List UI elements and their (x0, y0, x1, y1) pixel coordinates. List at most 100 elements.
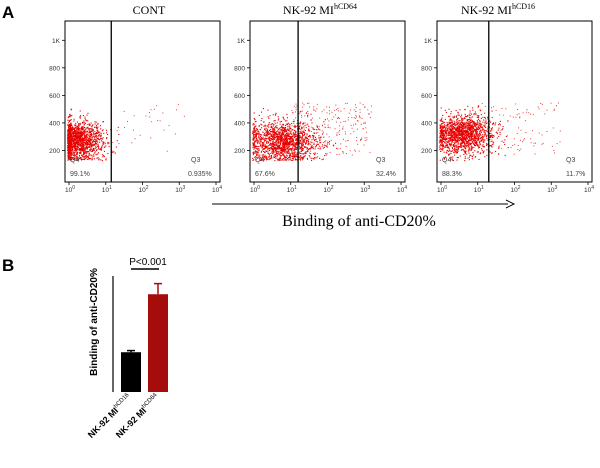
data-point (89, 124, 91, 126)
data-point (288, 151, 290, 153)
data-point (471, 125, 473, 127)
data-point (76, 129, 78, 131)
data-point (90, 138, 92, 141)
data-point (318, 137, 320, 139)
data-point (336, 153, 338, 155)
data-point (462, 134, 465, 136)
data-point (468, 128, 470, 130)
data-point (455, 110, 457, 112)
data-point (440, 120, 442, 122)
data-point (70, 130, 72, 132)
data-point (464, 160, 466, 162)
data-point (288, 146, 291, 148)
data-point (477, 136, 479, 138)
data-point (295, 125, 297, 127)
data-point (257, 157, 259, 159)
data-point (257, 131, 259, 133)
data-point (491, 135, 493, 137)
data-point (72, 133, 75, 135)
data-point (455, 135, 457, 137)
data-point (454, 137, 456, 139)
data-point (254, 136, 256, 138)
data-point (286, 117, 289, 119)
data-point (470, 135, 472, 137)
data-point (85, 151, 87, 153)
data-point (478, 145, 480, 147)
data-point (294, 132, 296, 134)
data-point (357, 120, 359, 122)
data-point (270, 136, 272, 138)
data-point (484, 134, 486, 136)
q3-label: Q3 (376, 157, 385, 164)
data-point (466, 131, 468, 133)
data-point (278, 145, 280, 147)
data-point (90, 136, 92, 138)
significance-label: P<0.001 (129, 257, 167, 268)
data-point (456, 130, 458, 132)
data-point (315, 110, 317, 112)
data-point (483, 140, 485, 142)
data-point (127, 120, 129, 122)
data-point (291, 129, 293, 131)
data-point (477, 138, 479, 140)
data-point (470, 137, 472, 139)
data-point (310, 113, 312, 115)
data-point (273, 151, 275, 153)
data-point (262, 142, 264, 144)
data-point (477, 128, 479, 131)
data-point (524, 120, 526, 122)
data-point (67, 149, 69, 151)
data-point (442, 142, 444, 144)
data-point (289, 158, 291, 161)
data-point (467, 127, 469, 129)
data-point (459, 122, 461, 124)
data-point (464, 123, 466, 126)
data-point (479, 121, 481, 123)
data-point (467, 130, 469, 132)
data-point (256, 132, 258, 134)
data-point (76, 135, 78, 137)
data-point (461, 148, 463, 150)
data-point (271, 131, 273, 133)
y-tick-label: 400 (421, 120, 432, 127)
data-point (82, 139, 84, 141)
data-point (473, 133, 476, 135)
data-point (477, 138, 479, 140)
data-point (281, 140, 283, 142)
data-point (67, 142, 69, 144)
data-point (559, 130, 561, 132)
data-point (256, 141, 258, 144)
x-tick-label: 103 (360, 185, 370, 194)
data-point (481, 136, 483, 139)
data-point (552, 127, 554, 129)
data-point (80, 150, 82, 152)
data-point (302, 131, 305, 133)
data-point (77, 144, 79, 146)
data-point (453, 135, 455, 137)
data-point (284, 159, 286, 161)
data-point (288, 146, 290, 148)
data-point (448, 130, 450, 132)
data-point (90, 137, 92, 139)
data-point (301, 153, 303, 155)
data-point (484, 122, 486, 124)
data-point (296, 152, 298, 154)
data-point (288, 143, 290, 145)
q4-value: 67.6% (255, 171, 275, 178)
data-point (283, 135, 285, 137)
data-point (457, 131, 459, 133)
data-point (281, 131, 284, 133)
data-point (85, 157, 87, 159)
data-point (88, 143, 90, 145)
data-point (448, 122, 450, 125)
data-point (453, 120, 455, 122)
data-point (304, 115, 306, 117)
data-point (73, 137, 75, 139)
data-point (439, 149, 441, 151)
data-point (288, 125, 290, 127)
data-point (471, 116, 473, 118)
data-point (350, 133, 352, 135)
data-point (442, 149, 444, 151)
data-point (471, 146, 473, 148)
